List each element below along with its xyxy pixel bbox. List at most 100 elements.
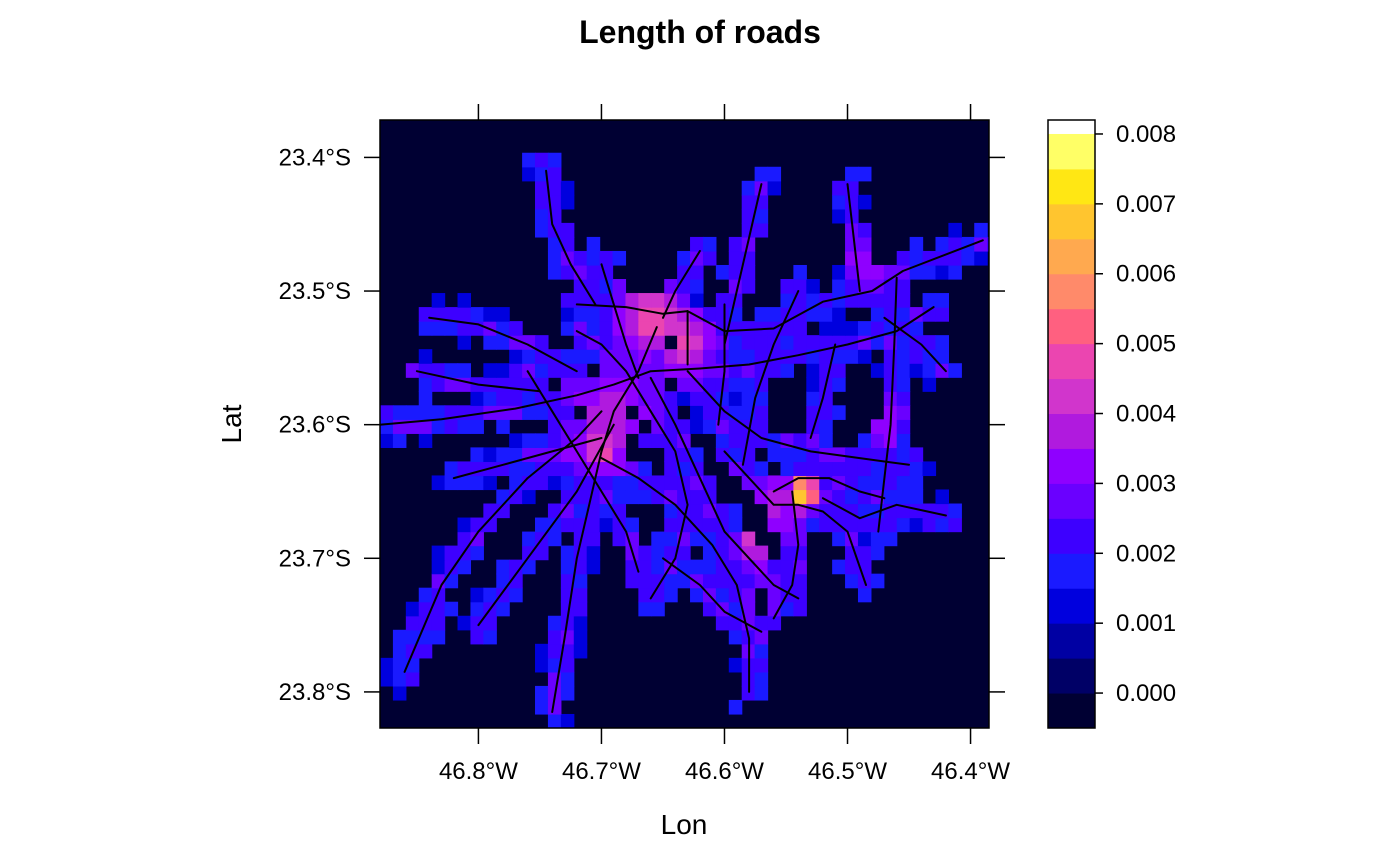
heatmap-cell: [728, 447, 743, 463]
colorbar-swatch: [1048, 518, 1095, 554]
heatmap-cell: [380, 405, 394, 420]
heatmap-cell: [535, 433, 549, 448]
heatmap-cell: [793, 264, 807, 280]
heatmap-cell: [780, 573, 794, 589]
heatmap-cell: [857, 264, 872, 280]
heatmap-cell: [845, 573, 859, 589]
heatmap-cell: [457, 517, 472, 533]
heatmap-cell: [767, 573, 782, 589]
heatmap-cell: [612, 447, 627, 463]
heatmap-cell: [677, 250, 691, 266]
heatmap-cell: [405, 615, 420, 631]
heatmap-cell: [509, 433, 523, 448]
heatmap-cell: [599, 307, 614, 322]
heatmap-cell: [715, 615, 730, 631]
heatmap-cell: [896, 517, 911, 533]
heatmap-cell: [573, 615, 588, 631]
heatmap-cell: [909, 363, 924, 378]
heatmap-cell: [522, 391, 536, 406]
heatmap-cell: [935, 307, 949, 322]
heatmap-cell: [599, 293, 614, 308]
heatmap-cell: [845, 321, 859, 336]
heatmap-cell: [702, 349, 717, 364]
heatmap-cell: [560, 601, 575, 617]
heatmap-cell: [483, 615, 497, 631]
heatmap-cell: [496, 391, 510, 406]
heatmap-cell: [638, 587, 652, 603]
heatmap-cell: [690, 349, 704, 364]
heatmap-cell: [522, 545, 536, 561]
heatmap-cell: [625, 517, 639, 533]
colorbar-swatch: [1048, 588, 1095, 624]
heatmap-cell: [612, 363, 627, 378]
heatmap-cell: [573, 573, 588, 589]
heatmap-cell: [909, 250, 924, 266]
heatmap-cell: [896, 250, 911, 266]
road-line: [877, 276, 898, 533]
heatmap-cell: [509, 447, 523, 463]
heatmap-cell: [664, 503, 678, 519]
heatmap-cell: [780, 475, 794, 491]
heatmap-cell: [380, 419, 394, 434]
heatmap-cell: [612, 279, 627, 294]
colorbar-swatch: [1048, 378, 1095, 415]
heatmap-cell: [547, 433, 562, 448]
heatmap-cell: [690, 447, 704, 463]
heatmap-cell: [857, 279, 872, 294]
heatmap-cell: [638, 405, 652, 420]
heatmap-cell: [870, 363, 885, 378]
heatmap-cell: [431, 321, 446, 336]
heatmap-cell: [857, 475, 872, 491]
heatmap-cell: [702, 391, 717, 406]
heatmap-cell: [535, 657, 549, 673]
heatmap-cell: [651, 335, 665, 350]
heatmap-cell: [741, 685, 756, 701]
heatmap-cell: [405, 601, 420, 617]
heatmap-cell: [741, 433, 756, 448]
heatmap-cell: [793, 489, 807, 505]
heatmap-cell: [586, 531, 601, 547]
heatmap-cell: [832, 461, 846, 477]
heatmap-cell: [560, 293, 575, 308]
heatmap-cell: [651, 531, 665, 547]
heatmap-cell: [793, 461, 807, 477]
heatmap-cell: [380, 657, 394, 673]
heatmap-cell: [780, 559, 794, 575]
heatmap-cell: [535, 166, 549, 182]
heatmap-cell: [586, 447, 601, 463]
heatmap-cell: [702, 236, 717, 252]
heatmap-cell: [974, 222, 988, 238]
heatmap-cell: [870, 475, 885, 491]
heatmap-cell: [547, 419, 562, 434]
heatmap-cell: [470, 545, 484, 561]
heatmap-cell: [728, 629, 743, 645]
y-tick-label: 23.7°S: [279, 545, 351, 572]
heatmap-cell: [496, 377, 510, 392]
heatmap-cell: [664, 349, 678, 364]
colorbar-swatch: [1048, 448, 1095, 484]
heatmap-cell: [870, 264, 885, 280]
heatmap-cell: [806, 391, 820, 406]
colorbar-swatch: [1048, 308, 1095, 345]
heatmap-cell: [909, 321, 924, 336]
heatmap-cell: [444, 405, 459, 420]
heatmap-cell: [806, 363, 820, 378]
heatmap-cell: [612, 503, 627, 519]
heatmap-cell: [728, 349, 743, 364]
heatmap-cell: [522, 559, 536, 575]
heatmap-cell: [870, 573, 885, 589]
heatmap-cell: [767, 517, 782, 533]
heatmap-cell: [896, 335, 911, 350]
heatmap-cell: [677, 264, 691, 280]
road-line: [526, 370, 640, 573]
heatmap-cell: [767, 587, 782, 603]
heatmap-cell: [664, 321, 678, 336]
heatmap-cell: [625, 307, 639, 322]
heatmap-cell: [573, 461, 588, 477]
heatmap-cell: [883, 461, 898, 477]
heatmap-cell: [431, 601, 446, 617]
heatmap-cell: [470, 531, 484, 547]
heatmap-cell: [573, 643, 588, 659]
heatmap-cell: [457, 321, 472, 336]
heatmap-cell: [728, 503, 743, 519]
